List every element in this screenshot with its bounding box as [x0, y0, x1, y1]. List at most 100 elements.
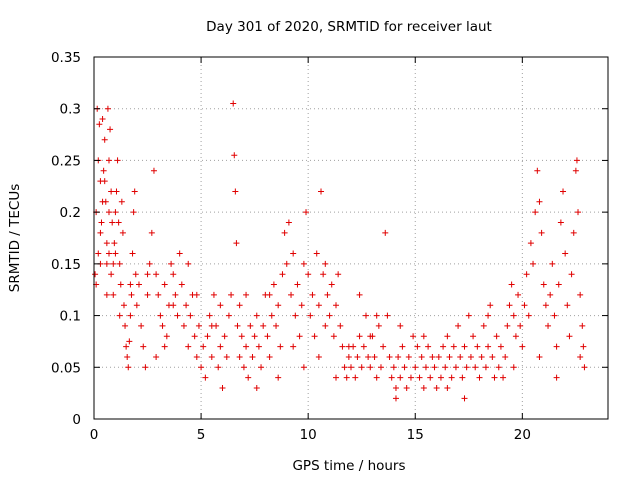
data-point [333, 374, 340, 381]
data-point [375, 322, 382, 329]
data-point [144, 291, 151, 298]
data-point [206, 312, 213, 319]
data-point [392, 395, 399, 402]
data-point [418, 353, 425, 360]
data-point [273, 322, 280, 329]
data-point [427, 374, 434, 381]
data-point [253, 384, 260, 391]
data-point [120, 302, 127, 309]
data-point [309, 291, 316, 298]
y-tick-label: 0.25 [51, 153, 81, 169]
data-point [463, 364, 470, 371]
data-point [238, 333, 245, 340]
data-point [373, 312, 380, 319]
data-point [191, 333, 198, 340]
data-point [116, 312, 123, 319]
data-point [502, 353, 509, 360]
data-point [562, 250, 569, 257]
data-point [109, 219, 116, 226]
data-point [459, 374, 466, 381]
data-point [540, 281, 547, 288]
data-point [345, 343, 352, 350]
data-point [527, 240, 534, 247]
y-tick-label: 0.1 [60, 309, 81, 325]
y-tick-label: 0.05 [51, 360, 81, 376]
data-point [380, 343, 387, 350]
data-point [130, 209, 137, 216]
data-point [300, 260, 307, 267]
data-point [266, 291, 273, 298]
data-point [435, 353, 442, 360]
data-point [337, 322, 344, 329]
data-point [504, 322, 511, 329]
data-point [508, 281, 515, 288]
data-point [495, 364, 502, 371]
data-point [116, 260, 123, 267]
data-point [470, 333, 477, 340]
data-point [126, 338, 133, 345]
data-point [176, 250, 183, 257]
data-point [446, 353, 453, 360]
data-point [148, 229, 155, 236]
grid-lines [94, 57, 608, 419]
data-point [208, 322, 215, 329]
data-point [255, 343, 262, 350]
data-point [444, 384, 451, 391]
data-point [270, 281, 277, 288]
data-point [258, 364, 265, 371]
data-point [150, 167, 157, 174]
data-point [193, 353, 200, 360]
data-point [290, 250, 297, 257]
data-point [153, 271, 160, 278]
data-point [414, 343, 421, 350]
data-point [123, 343, 130, 350]
data-point [572, 167, 579, 174]
data-point [330, 333, 337, 340]
data-point [122, 322, 129, 329]
data-point [231, 152, 238, 159]
data-point [360, 343, 367, 350]
data-point [431, 364, 438, 371]
data-point [127, 281, 134, 288]
data-point [98, 219, 105, 226]
data-point [275, 302, 282, 309]
data-point [95, 250, 102, 257]
x-axis-tick-labels: 0 5 10 15 20 [90, 427, 531, 443]
data-point [530, 260, 537, 267]
data-point [200, 343, 207, 350]
data-point [333, 302, 340, 309]
data-point [401, 364, 408, 371]
data-point [570, 229, 577, 236]
data-point [388, 374, 395, 381]
data-point [573, 157, 580, 164]
data-point [268, 312, 275, 319]
data-point [480, 322, 487, 329]
data-point [580, 343, 587, 350]
data-point [210, 291, 217, 298]
data-point [110, 260, 117, 267]
data-point [178, 281, 185, 288]
data-point [193, 291, 200, 298]
data-point [128, 291, 135, 298]
data-point [204, 333, 211, 340]
data-point [403, 384, 410, 391]
data-point [99, 198, 106, 205]
data-point [119, 229, 126, 236]
data-point [352, 374, 359, 381]
data-point [230, 100, 237, 107]
data-point [320, 271, 327, 278]
data-point [448, 374, 455, 381]
data-point [168, 260, 175, 267]
data-point [324, 291, 331, 298]
data-point [101, 178, 108, 185]
data-point [497, 343, 504, 350]
data-point [420, 384, 427, 391]
data-point [290, 343, 297, 350]
data-point [512, 333, 519, 340]
data-point [264, 333, 271, 340]
data-point [392, 384, 399, 391]
data-point [157, 312, 164, 319]
data-point [113, 188, 120, 195]
data-point [114, 157, 121, 164]
